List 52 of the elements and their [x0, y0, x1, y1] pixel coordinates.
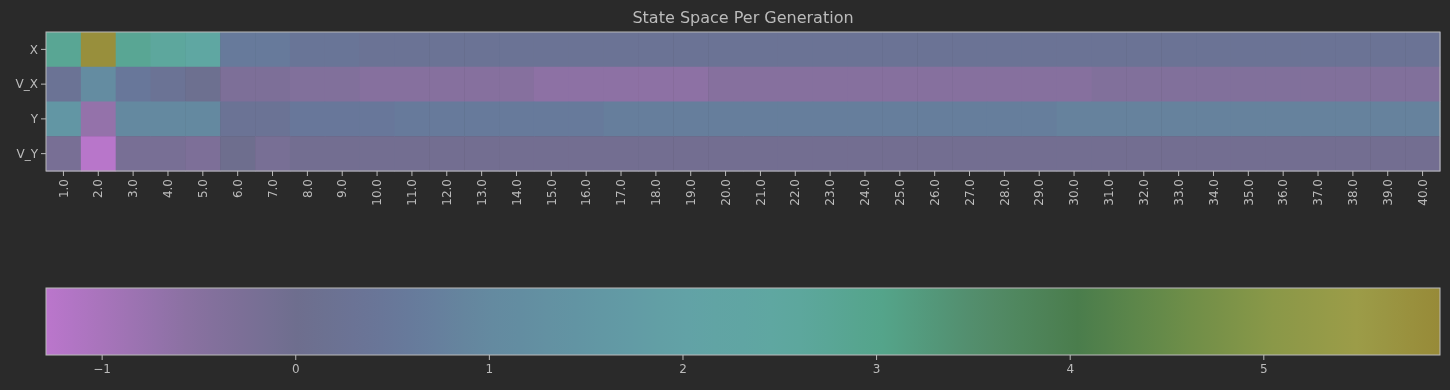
- x-tick-label: 19.0: [683, 179, 698, 206]
- x-tick-label: 17.0: [614, 179, 629, 206]
- chart-title: State Space Per Generation: [632, 8, 854, 27]
- x-tick-label: 28.0: [997, 179, 1012, 206]
- color-bar-label: 5: [1259, 362, 1268, 376]
- color-bar-label: −1: [93, 362, 111, 376]
- x-tick-label: 18.0: [649, 179, 664, 206]
- x-tick-label: 20.0: [718, 179, 733, 206]
- y-tick-label: X: [29, 42, 38, 57]
- x-tick-label: 7.0: [265, 179, 280, 199]
- color-bar-label: 0: [291, 362, 300, 376]
- x-tick-label: 4.0: [161, 179, 176, 199]
- x-tick-label: 2.0: [91, 179, 106, 199]
- x-tick-label: 8.0: [300, 179, 315, 199]
- x-tick-label: 1.0: [56, 179, 71, 199]
- x-tick-label: 37.0: [1311, 179, 1326, 206]
- x-tick-label: 16.0: [579, 179, 594, 206]
- x-tick-label: 40.0: [1415, 179, 1430, 206]
- x-tick-label: 31.0: [1102, 179, 1117, 206]
- x-tick-label: 5.0: [196, 179, 211, 199]
- x-tick-label: 6.0: [230, 179, 245, 199]
- x-tick-label: 10.0: [370, 179, 385, 206]
- x-tick-label: 9.0: [335, 179, 350, 199]
- x-tick-label: 14.0: [509, 179, 524, 206]
- x-tick-label: 11.0: [405, 179, 420, 206]
- x-tick-label: 12.0: [439, 179, 454, 206]
- x-tick-label: 36.0: [1276, 179, 1291, 206]
- y-tick-label: V_X: [15, 77, 38, 92]
- x-tick-label: 29.0: [1032, 179, 1047, 206]
- x-tick-label: 22.0: [788, 179, 803, 206]
- color-bar-label: 4: [1066, 362, 1075, 376]
- x-tick-label: 25.0: [893, 179, 908, 206]
- x-tick-label: 33.0: [1171, 179, 1186, 206]
- x-tick-label: 24.0: [858, 179, 873, 206]
- x-tick-label: 13.0: [474, 179, 489, 206]
- color-bar-label: 1: [485, 362, 494, 376]
- x-tick-label: 27.0: [962, 179, 977, 206]
- x-tick-label: 26.0: [927, 179, 942, 206]
- x-tick-label: 3.0: [126, 179, 141, 199]
- x-tick-label: 32.0: [1136, 179, 1151, 206]
- x-tick-label: 35.0: [1241, 179, 1256, 206]
- x-tick-label: 15.0: [544, 179, 559, 206]
- x-tick-label: 21.0: [753, 179, 768, 206]
- x-tick-label: 30.0: [1067, 179, 1082, 206]
- color-bar-label: 3: [872, 362, 881, 376]
- y-tick-label: V_Y: [16, 146, 39, 161]
- color-bar-label: 2: [679, 362, 687, 376]
- y-tick-label: Y: [29, 112, 39, 127]
- x-tick-label: 39.0: [1380, 179, 1395, 206]
- x-tick-label: 38.0: [1346, 179, 1361, 206]
- x-tick-label: 34.0: [1206, 179, 1221, 206]
- x-tick-label: 23.0: [823, 179, 838, 206]
